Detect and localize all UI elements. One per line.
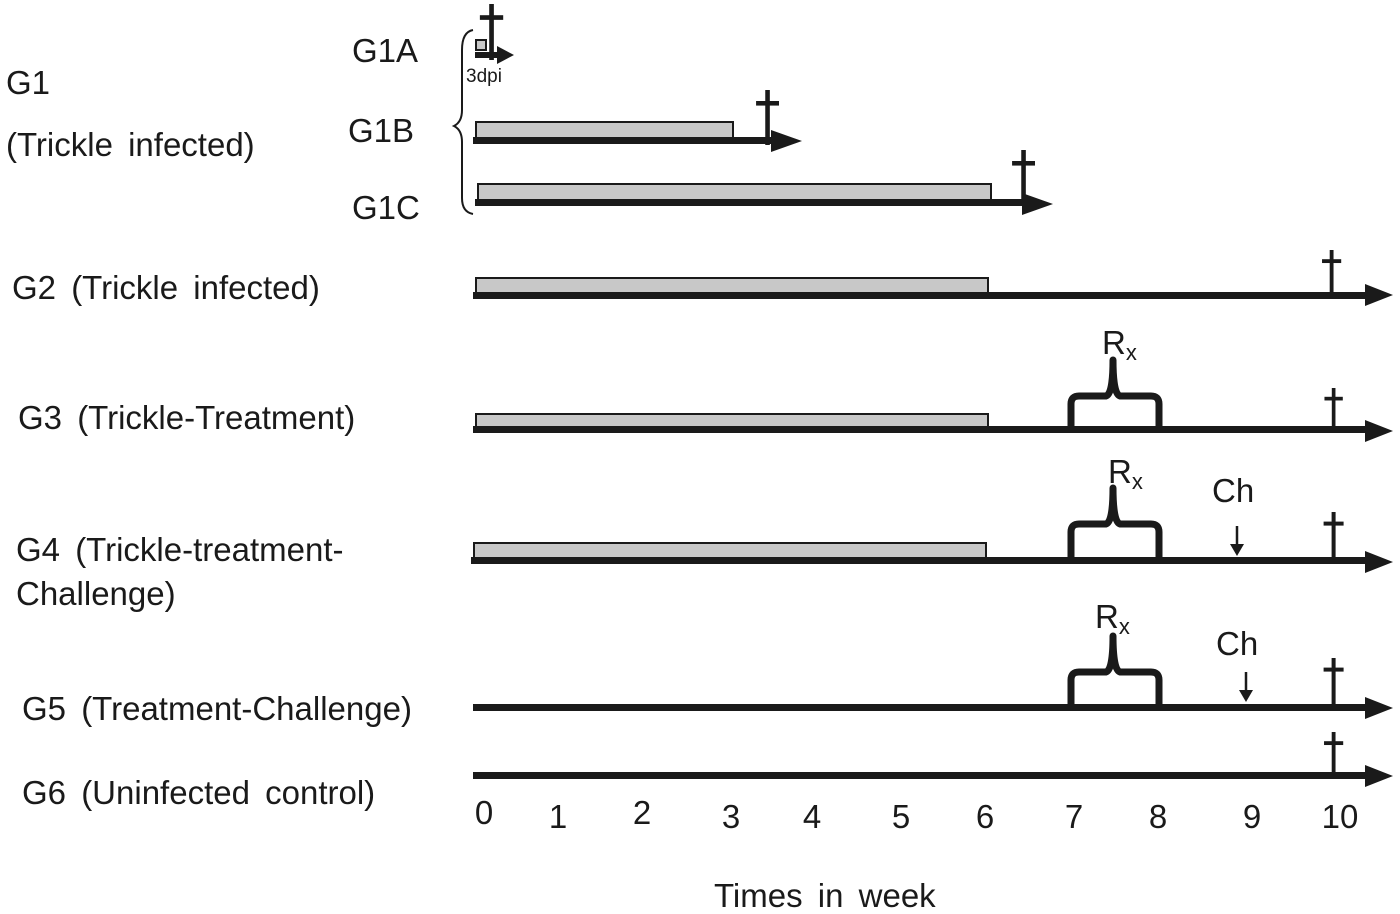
g2-timeline — [473, 250, 1393, 306]
axis-tick-4: 4 — [802, 798, 822, 835]
g3-treatment-bracket — [1067, 356, 1163, 428]
g1-label: G1 — [6, 64, 51, 101]
g6-label: G6 (Uninfected control) — [22, 774, 376, 811]
g5-timeline — [473, 632, 1393, 719]
g3-label: G3 (Trickle-Treatment) — [18, 399, 356, 436]
g4-treatment-bracket — [1067, 484, 1163, 560]
g5-label: G5 (Treatment-Challenge) — [22, 690, 412, 727]
g1b-timeline — [473, 90, 802, 152]
g1a-label: G1A — [352, 32, 419, 69]
g6-timeline — [473, 732, 1393, 787]
g1c-timeline — [475, 150, 1053, 215]
g4-label-line1: G4 (Trickle-treatment- — [16, 531, 344, 568]
axis-tick-7: 7 — [1064, 798, 1084, 835]
axis-tick-2: 2 — [632, 794, 652, 831]
g2-label: G2 (Trickle infected) — [12, 269, 320, 306]
axis-tick-0: 0 — [474, 794, 494, 831]
axis-tick-10: 10 — [1321, 798, 1359, 835]
g4-label-line2: Challenge) — [16, 575, 176, 612]
g3-sacrifice-dagger — [1324, 388, 1343, 432]
axis-tick-5: 5 — [891, 798, 911, 835]
axis-tick-9: 9 — [1242, 798, 1262, 835]
g2-sacrifice-dagger — [1322, 250, 1342, 296]
g1b-label: G1B — [348, 112, 415, 149]
g3-timeline — [473, 356, 1393, 442]
g5-treatment-bracket — [1067, 632, 1163, 707]
axis-tick-1: 1 — [548, 798, 568, 835]
g4-challenge-label: Ch — [1212, 472, 1255, 509]
g4-rx-label: Rx — [1108, 453, 1143, 494]
axis-title: Times in week — [714, 877, 936, 914]
axis-tick-8: 8 — [1148, 798, 1168, 835]
g1a-timeline — [475, 4, 514, 64]
g5-rx-label: Rx — [1095, 598, 1130, 639]
g1-brace — [451, 29, 474, 215]
g3-rx-label: Rx — [1102, 324, 1137, 365]
axis-tick-6: 6 — [975, 798, 995, 835]
g6-sacrifice-dagger — [1324, 732, 1344, 778]
g1-description: (Trickle infected) — [6, 126, 255, 163]
g5-challenge-label: Ch — [1216, 625, 1259, 662]
axis-tick-3: 3 — [721, 798, 741, 835]
g1c-label: G1C — [352, 189, 420, 226]
g1a-3dpi-note: 3dpi — [466, 66, 502, 87]
g4-sacrifice-dagger — [1323, 512, 1344, 560]
g5-sacrifice-dagger — [1323, 658, 1344, 706]
g4-timeline — [471, 484, 1393, 573]
